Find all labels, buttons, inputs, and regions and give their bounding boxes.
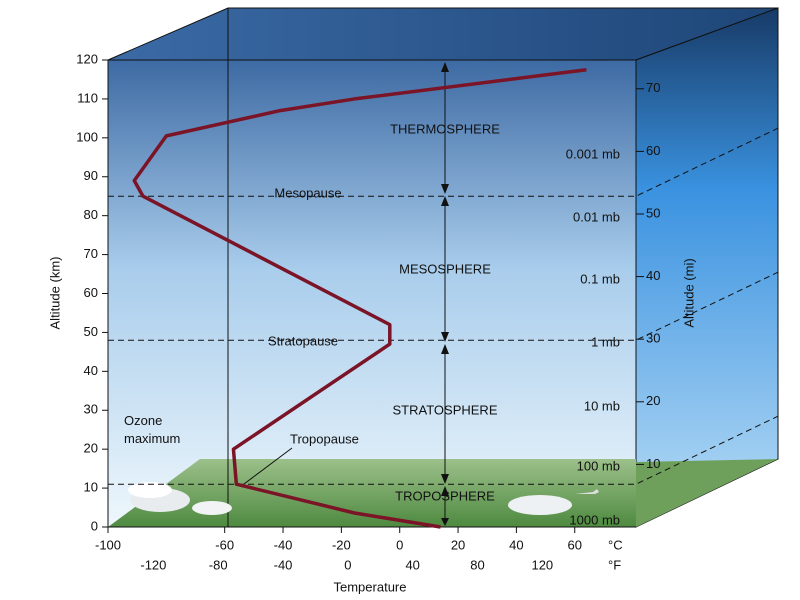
x-tick-label: 0 — [396, 537, 403, 552]
x2-tick-label: 80 — [470, 557, 484, 572]
cloud — [192, 501, 232, 515]
pressure-label: 0.1 mb — [580, 271, 620, 286]
y-tick-label: 110 — [77, 90, 98, 105]
y-tick-label: 10 — [84, 480, 98, 495]
y2-tick-label: 20 — [646, 393, 660, 408]
boundary-label: Stratopause — [268, 333, 338, 348]
x2-tick-label: -80 — [209, 557, 228, 572]
boundary-line — [108, 271, 779, 341]
pressure-label: 1000 mb — [569, 512, 620, 527]
x-tick-label: 20 — [451, 537, 465, 552]
ground — [108, 459, 636, 527]
x2-tick-label: -40 — [274, 557, 293, 572]
box — [107, 7, 779, 528]
x-tick-label: -40 — [274, 537, 293, 552]
y-tick-label: 100 — [76, 129, 98, 144]
y-tick-label: 80 — [84, 207, 98, 222]
boundary-line — [108, 415, 779, 485]
leader-line — [243, 447, 293, 485]
y2-tick-label: 30 — [646, 331, 660, 346]
y2-tick-label: 50 — [646, 205, 660, 220]
arrows — [441, 62, 449, 526]
y-tick-label: 120 — [76, 51, 98, 66]
cloud — [508, 495, 572, 515]
pressure-label: 1 mb — [591, 334, 620, 349]
y-tick-label: 90 — [84, 168, 98, 183]
pressure-label: 0.01 mb — [573, 209, 620, 224]
pressure-label: 0.001 mb — [566, 146, 620, 161]
y-tick-label: 0 — [91, 518, 98, 533]
boundary-label: Tropopause — [290, 431, 359, 446]
x-tick-label: -20 — [332, 537, 351, 552]
y-tick-label: 60 — [84, 285, 98, 300]
layer-label: STRATOSPHERE — [393, 402, 498, 417]
y-tick-label: 30 — [84, 402, 98, 417]
x-tick-label: 60 — [568, 537, 582, 552]
y-tick-label: 70 — [84, 246, 98, 261]
x-tick-label: 40 — [509, 537, 523, 552]
y-tick-label: 20 — [84, 441, 98, 456]
ground-side — [636, 459, 778, 527]
cloud — [128, 482, 172, 498]
annotation: Ozone maximum — [124, 413, 180, 446]
boundary-line — [108, 127, 779, 197]
pressure-label: 10 mb — [584, 398, 620, 413]
y2-tick-label: 40 — [646, 268, 660, 283]
y2-axis-title: Altitude (mi) — [681, 258, 696, 327]
x-axis-title: Temperature — [334, 579, 407, 594]
box-front — [107, 59, 637, 528]
layer-label: MESOSPHERE — [399, 261, 491, 276]
layer-label: TROPOSPHERE — [395, 488, 495, 503]
x-tick-label: -60 — [215, 537, 234, 552]
labels: THERMOSPHERE MESOSPHERE STRATOSPHERE TRO… — [47, 121, 696, 594]
y-tick-label: 50 — [84, 324, 98, 339]
layer-label: THERMOSPHERE — [390, 121, 500, 136]
airplane — [575, 489, 599, 494]
x2-tick-label: 0 — [344, 557, 351, 572]
y-tick-label: 40 — [84, 363, 98, 378]
y2-tick-label: 70 — [646, 80, 660, 95]
y-axis-title: Altitude (km) — [47, 257, 62, 330]
x-unit: °C — [608, 537, 623, 552]
x2-tick-label: 40 — [405, 557, 419, 572]
y2-tick-label: 60 — [646, 143, 660, 158]
x2-unit: °F — [608, 557, 621, 572]
x-tick-label: -100 — [95, 537, 121, 552]
boundary-label: Mesopause — [274, 185, 341, 200]
pressure-label: 100 mb — [577, 458, 620, 473]
temperature-line — [132, 67, 587, 529]
y2-tick-label: 10 — [646, 456, 660, 471]
x2-tick-label: 120 — [531, 557, 553, 572]
clouds — [128, 482, 599, 515]
x2-tick-label: -120 — [140, 557, 166, 572]
marks — [108, 67, 779, 529]
